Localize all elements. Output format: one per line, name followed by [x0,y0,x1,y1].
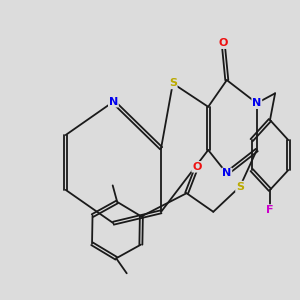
Text: S: S [169,78,177,88]
Text: F: F [266,205,274,215]
Text: N: N [109,97,118,107]
Text: O: O [218,38,228,48]
Text: N: N [252,98,261,108]
Text: S: S [236,182,244,192]
Text: N: N [222,168,231,178]
Text: O: O [192,162,202,172]
